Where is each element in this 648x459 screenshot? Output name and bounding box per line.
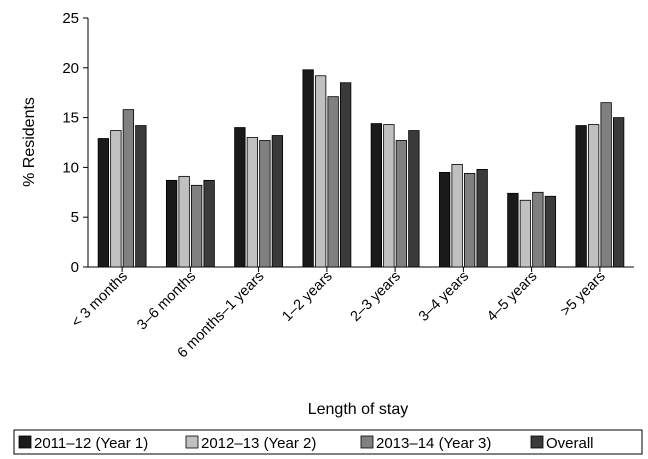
bar	[165, 179, 178, 268]
bar	[370, 123, 383, 268]
y-tick-label: 25	[62, 10, 79, 27]
bar	[234, 127, 246, 268]
bar	[463, 172, 476, 268]
bar	[327, 96, 339, 268]
bar	[110, 130, 122, 268]
x-tick-label: 1–2 years	[279, 269, 335, 325]
y-axis-title: % Residents	[21, 97, 38, 187]
legend-label: 2013–14 (Year 3)	[376, 435, 491, 452]
legend: 2011–12 (Year 1) 2012–13 (Year 2) 2013–14 …	[13, 429, 643, 455]
bar	[259, 140, 271, 268]
bar	[383, 124, 395, 268]
x-axis-title: Length of stay	[308, 401, 409, 418]
bar	[314, 75, 327, 268]
bar	[302, 69, 314, 268]
x-tick-label: 2–3 years	[348, 269, 404, 325]
bar	[271, 135, 284, 268]
y-tick-label: 20	[62, 60, 79, 77]
x-tick-label: < 3 months	[69, 269, 131, 331]
bar	[408, 130, 420, 268]
bar	[339, 82, 352, 268]
y-tick-label: 15	[62, 110, 79, 127]
legend-label: Overall	[546, 435, 594, 452]
bar	[122, 109, 135, 268]
legend-swatch	[360, 435, 374, 449]
bar	[203, 179, 215, 268]
bar	[451, 164, 463, 268]
legend-swatch	[185, 435, 199, 449]
bar	[476, 168, 488, 268]
y-tick-label: 0	[71, 259, 79, 276]
bars	[97, 69, 625, 268]
x-tick-label: 4–5 years	[484, 269, 540, 325]
y-tick-label: 10	[62, 159, 79, 176]
bar	[612, 117, 625, 268]
bar	[587, 124, 600, 268]
bar	[507, 192, 519, 268]
bar	[135, 125, 147, 268]
bar	[395, 140, 408, 268]
x-tick-label: >5 years	[558, 269, 609, 320]
x-tick-label: 3–4 years	[416, 269, 472, 325]
bar	[544, 195, 557, 268]
bar	[532, 191, 544, 268]
y-tick-label: 5	[71, 209, 79, 226]
legend-label: 2012–13 (Year 2)	[201, 435, 316, 452]
bar	[178, 175, 190, 268]
legend-swatch	[530, 435, 544, 449]
bar	[438, 171, 451, 268]
bar	[519, 199, 532, 268]
legend-label: 2011–12 (Year 1)	[34, 435, 148, 452]
bar	[246, 137, 259, 268]
bar	[600, 102, 612, 268]
legend-swatch	[18, 435, 32, 449]
x-tick-label: 3–6 months	[134, 269, 199, 334]
bar	[97, 138, 110, 268]
bar	[190, 184, 203, 268]
bar	[575, 125, 587, 268]
